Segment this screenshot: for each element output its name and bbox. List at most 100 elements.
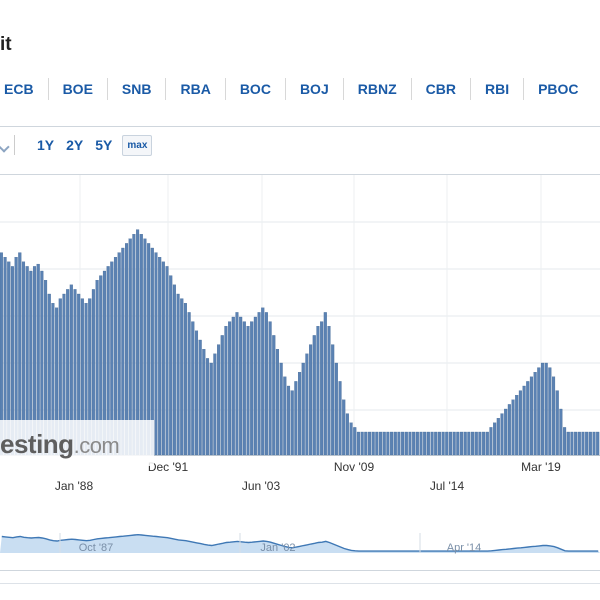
- bar[interactable]: [489, 427, 493, 456]
- bar[interactable]: [412, 431, 416, 456]
- tab-rbi[interactable]: RBI: [469, 78, 523, 100]
- bar[interactable]: [515, 395, 519, 456]
- bar[interactable]: [301, 362, 305, 456]
- bar[interactable]: [323, 312, 327, 456]
- bar[interactable]: [577, 431, 581, 456]
- tab-boj[interactable]: BOJ: [284, 78, 343, 100]
- bar[interactable]: [592, 431, 596, 456]
- tab-pboc[interactable]: PBOC: [523, 78, 592, 100]
- bar[interactable]: [518, 390, 522, 456]
- chart-area[interactable]: Jan '88 Dec '91 Jun '03 Nov '09 Jul '14 Mar '…: [0, 174, 600, 571]
- bar[interactable]: [320, 321, 324, 456]
- bar[interactable]: [437, 431, 441, 456]
- range-button-max[interactable]: max: [122, 134, 153, 156]
- bar[interactable]: [371, 431, 375, 456]
- bar[interactable]: [331, 344, 335, 456]
- bar[interactable]: [224, 326, 228, 456]
- bar[interactable]: [511, 399, 515, 456]
- bar[interactable]: [298, 372, 302, 456]
- bar[interactable]: [397, 431, 401, 456]
- bar[interactable]: [367, 431, 372, 456]
- bar[interactable]: [415, 431, 419, 456]
- bar[interactable]: [441, 431, 445, 456]
- bar[interactable]: [213, 353, 217, 456]
- bar[interactable]: [496, 418, 500, 456]
- bar[interactable]: [404, 431, 408, 456]
- bar[interactable]: [570, 431, 574, 456]
- bar[interactable]: [180, 298, 184, 456]
- bar[interactable]: [585, 431, 589, 456]
- tab-rba[interactable]: RBA: [165, 78, 224, 100]
- navigator-area[interactable]: [0, 534, 600, 553]
- bar[interactable]: [596, 431, 600, 456]
- bar[interactable]: [316, 326, 320, 456]
- bar[interactable]: [176, 293, 180, 456]
- bar[interactable]: [559, 408, 563, 456]
- bar[interactable]: [360, 431, 364, 456]
- bar[interactable]: [309, 344, 313, 456]
- bar[interactable]: [393, 431, 397, 456]
- bar[interactable]: [165, 266, 169, 456]
- bar[interactable]: [526, 381, 530, 456]
- bar[interactable]: [548, 367, 552, 456]
- bar[interactable]: [334, 362, 338, 456]
- bar[interactable]: [563, 427, 567, 456]
- bar[interactable]: [537, 367, 541, 456]
- bar[interactable]: [257, 312, 261, 456]
- bar[interactable]: [191, 321, 195, 456]
- bar[interactable]: [268, 321, 272, 456]
- bar[interactable]: [544, 362, 548, 456]
- bar[interactable]: [533, 372, 537, 456]
- bar[interactable]: [342, 399, 346, 456]
- bar[interactable]: [364, 431, 368, 456]
- bar[interactable]: [356, 431, 360, 456]
- bar[interactable]: [345, 413, 349, 456]
- bar[interactable]: [478, 431, 482, 456]
- bar[interactable]: [187, 312, 191, 456]
- bar[interactable]: [235, 312, 239, 456]
- bar[interactable]: [261, 307, 265, 456]
- line-chart-icon[interactable]: [0, 135, 15, 155]
- bar[interactable]: [378, 431, 383, 456]
- bar[interactable]: [482, 431, 486, 456]
- bar[interactable]: [452, 431, 456, 456]
- bar[interactable]: [423, 431, 427, 456]
- bar[interactable]: [161, 261, 165, 456]
- tab-boc[interactable]: BOC: [224, 78, 285, 100]
- tab-snb[interactable]: SNB: [106, 78, 166, 100]
- bar[interactable]: [540, 362, 545, 456]
- bar[interactable]: [220, 335, 224, 456]
- bar[interactable]: [522, 385, 526, 456]
- range-button-1y[interactable]: 1Y: [37, 137, 55, 153]
- bar[interactable]: [202, 349, 206, 456]
- bar[interactable]: [375, 431, 379, 456]
- bar[interactable]: [253, 316, 257, 456]
- bar[interactable]: [228, 321, 232, 456]
- bar[interactable]: [493, 422, 497, 456]
- bar[interactable]: [566, 431, 570, 456]
- bar[interactable]: [463, 431, 467, 456]
- bar[interactable]: [426, 431, 430, 456]
- range-button-2y[interactable]: 2Y: [66, 137, 84, 153]
- bar[interactable]: [445, 431, 449, 456]
- bar[interactable]: [434, 431, 438, 456]
- bar[interactable]: [275, 349, 280, 456]
- bar[interactable]: [290, 390, 294, 456]
- range-button-5y[interactable]: 5Y: [95, 137, 113, 153]
- bar[interactable]: [327, 326, 331, 456]
- bar[interactable]: [264, 312, 268, 456]
- bar[interactable]: [574, 431, 578, 456]
- tab-rbnz[interactable]: RBNZ: [342, 78, 411, 100]
- tab-boe[interactable]: BOE: [47, 78, 107, 100]
- bar[interactable]: [172, 284, 176, 456]
- bar[interactable]: [474, 431, 478, 456]
- bar[interactable]: [507, 404, 511, 456]
- bar[interactable]: [353, 427, 357, 456]
- bar[interactable]: [419, 431, 423, 456]
- bar[interactable]: [408, 431, 412, 456]
- bar[interactable]: [305, 353, 309, 456]
- bar[interactable]: [183, 303, 187, 456]
- bar[interactable]: [390, 431, 394, 456]
- bar[interactable]: [581, 431, 585, 456]
- bar[interactable]: [467, 431, 471, 456]
